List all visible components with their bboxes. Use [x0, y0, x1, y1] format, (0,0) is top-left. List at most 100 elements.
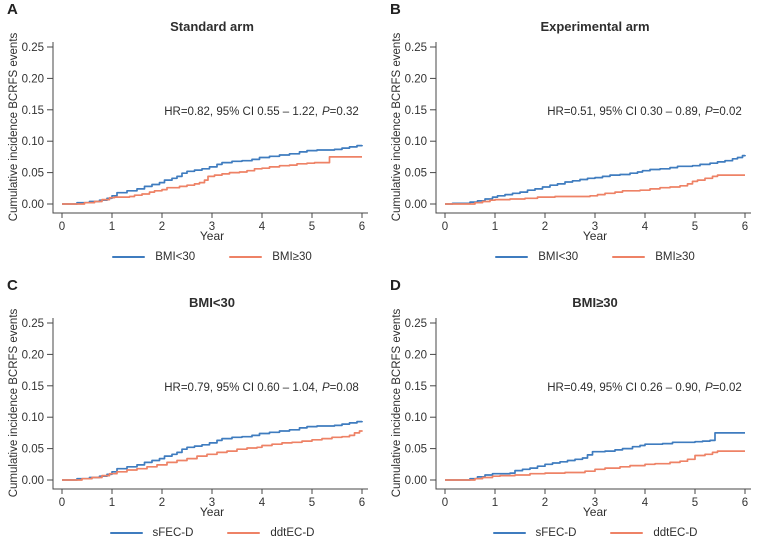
curve-BMI<30: [445, 154, 746, 205]
y-axis-label: Cumulative incidence BCRFS events: [391, 308, 403, 498]
legend-label: BMI≥30: [272, 251, 312, 263]
hr-annotation: HR=0.82, 95% CI 0.55 – 1.22, P=0.32: [140, 106, 383, 118]
curve-ddtEC-D: [62, 430, 363, 481]
hr-annotation: HR=0.49, 95% CI 0.26 – 0.90, P=0.02: [523, 382, 766, 394]
y-tick-label: 0.10: [22, 136, 44, 148]
x-tick-label: 3: [592, 221, 598, 233]
legend-label: ddtEC-D: [653, 527, 698, 539]
x-tick-label: 2: [159, 497, 165, 509]
legend-label: sFEC-D: [152, 527, 194, 539]
legend: BMI<30 BMI≥30: [53, 251, 371, 263]
x-tick-label: 0: [59, 221, 65, 233]
p-value: =0.02: [712, 382, 742, 394]
x-tick-label: 4: [259, 497, 266, 509]
legend-item: sFEC-D: [492, 527, 577, 539]
panel-letter: A: [7, 1, 18, 18]
y-tick-label: 0.15: [22, 381, 44, 393]
hr-annotation: HR=0.79, 95% CI 0.60 – 1.04, P=0.08: [140, 382, 383, 394]
x-tick-label: 5: [692, 221, 698, 233]
panel-b-experimental-arm: 0.00 0.05 0.10 0.15 0.20 0.25 0 1 2 3 4 5 6 B Experi…: [383, 0, 766, 277]
p-value: =0.02: [712, 106, 742, 118]
y-tick-label: 0.15: [405, 381, 427, 393]
legend-label: BMI<30: [538, 251, 579, 263]
x-tick-label: 0: [442, 497, 448, 509]
x-tick-label: 1: [109, 221, 115, 233]
plot-area: 0.00 0.05 0.10 0.15 0.20 0.25 0 1 2 3 4 5 6: [383, 276, 766, 553]
y-tick-label: 0.15: [405, 105, 427, 117]
hr-value-text: HR=0.82, 95% CI 0.55 – 1.22,: [164, 106, 318, 118]
x-axis-label: Year: [199, 229, 225, 243]
x-tick-label: 0: [442, 221, 448, 233]
hr-value-text: HR=0.49, 95% CI 0.26 – 0.90,: [547, 382, 701, 394]
chart-svg: 0.00 0.05 0.10 0.15 0.20 0.25 0 1 2 3 4 5 6: [22, 42, 368, 233]
panel-title: Standard arm: [170, 19, 254, 34]
curve-BMI≥30: [62, 156, 362, 205]
y-tick-label: 0.25: [22, 42, 44, 54]
plot-area: 0.00 0.05 0.10 0.15 0.20 0.25 0 1 2 3 4 5 6: [383, 0, 766, 277]
legend-label: ddtEC-D: [270, 527, 315, 539]
chart-svg: 0.00 0.05 0.10 0.15 0.20 0.25 0 1 2 3 4 5 6: [405, 42, 751, 233]
legend: sFEC-D ddtEC-D: [53, 527, 371, 539]
x-tick-label: 0: [59, 497, 65, 509]
y-tick-label: 0.10: [405, 412, 427, 424]
y-tick-label: 0.05: [22, 444, 44, 456]
hr-value-text: HR=0.51, 95% CI 0.30 – 0.89,: [547, 106, 701, 118]
x-tick-label: 1: [109, 497, 115, 509]
legend-line-swatch: [229, 255, 263, 259]
curve-BMI≥30: [445, 174, 745, 205]
chart-svg: 0.00 0.05 0.10 0.15 0.20 0.25 0 1 2 3 4 5 6: [405, 318, 751, 509]
curve-BMI<30: [62, 144, 363, 205]
y-tick-label: 0.05: [405, 168, 427, 180]
legend-item: BMI<30: [495, 251, 578, 263]
y-tick-label: 0.25: [405, 42, 427, 54]
legend-line-swatch: [495, 255, 529, 259]
x-tick-label: 6: [359, 497, 365, 509]
x-tick-label: 4: [642, 221, 649, 233]
x-tick-label: 6: [742, 221, 748, 233]
x-tick-label: 4: [642, 497, 649, 509]
panel-title: BMI≥30: [572, 295, 618, 310]
legend-label: BMI<30: [155, 251, 196, 263]
y-tick-label: 0.20: [22, 73, 44, 85]
y-tick-label: 0.00: [22, 199, 44, 211]
y-axis-label: Cumulative incidence BCRFS events: [8, 308, 20, 498]
plot-area: 0.00 0.05 0.10 0.15 0.20 0.25 0 1 2 3 4 5 6: [0, 276, 383, 553]
x-tick-label: 5: [309, 497, 315, 509]
x-tick-label: 3: [209, 221, 215, 233]
x-tick-label: 2: [542, 497, 548, 509]
y-tick-label: 0.25: [22, 318, 44, 330]
panel-letter: C: [7, 277, 18, 294]
panel-title: BMI<30: [189, 295, 235, 310]
y-tick-label: 0.25: [405, 318, 427, 330]
hr-annotation: HR=0.51, 95% CI 0.30 – 0.89, P=0.02: [523, 106, 766, 118]
legend-line-swatch: [612, 255, 646, 259]
y-tick-label: 0.10: [405, 136, 427, 148]
plot-area: 0.00 0.05 0.10 0.15 0.20 0.25 0 1 2 3 4 5 6: [0, 0, 383, 277]
x-tick-label: 2: [542, 221, 548, 233]
legend-item: ddtEC-D: [610, 527, 698, 539]
y-tick-label: 0.10: [22, 412, 44, 424]
legend-line-swatch: [227, 531, 261, 535]
x-axis-label: Year: [582, 505, 608, 519]
p-value: =0.08: [329, 382, 359, 394]
curve-ddtEC-D: [445, 450, 745, 481]
p-label: P: [321, 382, 330, 394]
legend: sFEC-D ddtEC-D: [436, 527, 754, 539]
y-tick-label: 0.05: [405, 444, 427, 456]
y-tick-label: 0.00: [405, 475, 427, 487]
legend-line-swatch: [610, 531, 644, 535]
x-tick-label: 5: [309, 221, 315, 233]
panel-letter: D: [390, 277, 401, 294]
legend-item: BMI≥30: [229, 251, 312, 263]
legend-item: BMI<30: [112, 251, 195, 263]
curve-sFEC-D: [62, 420, 363, 481]
y-tick-label: 0.20: [22, 349, 44, 361]
legend-label: sFEC-D: [535, 527, 577, 539]
x-tick-label: 4: [259, 221, 266, 233]
x-tick-label: 5: [692, 497, 698, 509]
legend: BMI<30 BMI≥30: [436, 251, 754, 263]
x-tick-label: 6: [359, 221, 365, 233]
x-axis-label: Year: [199, 505, 225, 519]
hr-value-text: HR=0.79, 95% CI 0.60 – 1.04,: [164, 382, 318, 394]
